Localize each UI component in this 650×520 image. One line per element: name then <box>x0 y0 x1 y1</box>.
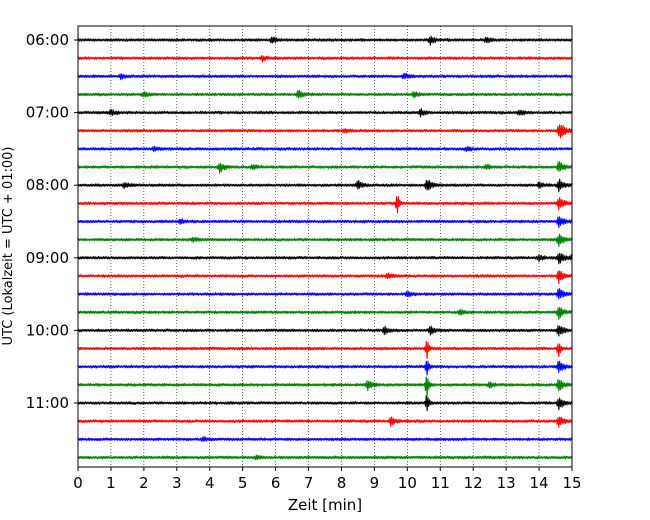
x-tick-label: 12 <box>464 474 483 492</box>
trace-1130 <box>77 435 573 442</box>
trace-0815 <box>77 196 573 214</box>
y-tick-label: 10:00 <box>26 321 69 339</box>
x-tick-label: 3 <box>172 474 182 492</box>
trace-0830 <box>77 216 573 228</box>
trace-1030 <box>77 360 573 376</box>
trace-1045 <box>77 376 573 397</box>
trace-0930 <box>77 287 573 300</box>
x-tick-label: 11 <box>431 474 450 492</box>
y-tick-label: 11:00 <box>26 394 69 412</box>
x-axis-ticks: 0 1 2 3 4 5 6 7 8 9 10 11 12 13 14 15 <box>73 467 582 492</box>
trace-0630 <box>77 72 573 81</box>
seismogram-traces <box>77 35 573 461</box>
y-tick-label: 08:00 <box>26 176 69 194</box>
trace-0845 <box>77 233 573 248</box>
trace-0800 <box>77 178 573 193</box>
y-axis-ticks: 06:00 07:00 08:00 09:00 10:00 11:00 <box>26 31 78 412</box>
plot-area <box>77 25 573 468</box>
trace-0700 <box>77 107 573 118</box>
trace-0715 <box>77 124 573 139</box>
x-tick-label: 14 <box>530 474 549 492</box>
trace-1145 <box>77 454 573 461</box>
x-tick-label: 4 <box>205 474 215 492</box>
x-axis-label: Zeit [min] <box>288 496 362 514</box>
trace-0900 <box>77 252 573 265</box>
trace-0615 <box>77 55 573 63</box>
y-tick-label: 06:00 <box>26 31 69 49</box>
x-tick-label: 8 <box>337 474 347 492</box>
trace-1000 <box>77 325 573 337</box>
trace-0600 <box>77 35 573 46</box>
x-tick-label: 15 <box>562 474 581 492</box>
x-tick-label: 10 <box>398 474 417 492</box>
x-tick-label: 5 <box>238 474 248 492</box>
y-tick-label: 07:00 <box>26 104 69 122</box>
x-tick-label: 9 <box>370 474 380 492</box>
trace-0730 <box>77 145 573 153</box>
trace-0945 <box>77 306 573 320</box>
x-tick-label: 13 <box>497 474 516 492</box>
x-tick-label: 6 <box>271 474 281 492</box>
trace-0915 <box>77 270 573 285</box>
x-tick-label: 7 <box>304 474 314 492</box>
y-tick-label: 09:00 <box>26 249 69 267</box>
plot-border <box>77 25 573 468</box>
trace-0745 <box>77 161 573 174</box>
trace-1115 <box>77 416 573 428</box>
plot-frame <box>78 26 572 467</box>
trace-1015 <box>77 340 573 360</box>
y-axis-label: UTC (Lokalzeit = UTC + 01:00) <box>1 147 16 346</box>
x-tick-label: 2 <box>139 474 149 492</box>
x-tick-label: 1 <box>106 474 116 492</box>
x-tick-label: 0 <box>73 474 83 492</box>
trace-0645 <box>77 89 573 99</box>
trace-1100 <box>77 395 573 412</box>
